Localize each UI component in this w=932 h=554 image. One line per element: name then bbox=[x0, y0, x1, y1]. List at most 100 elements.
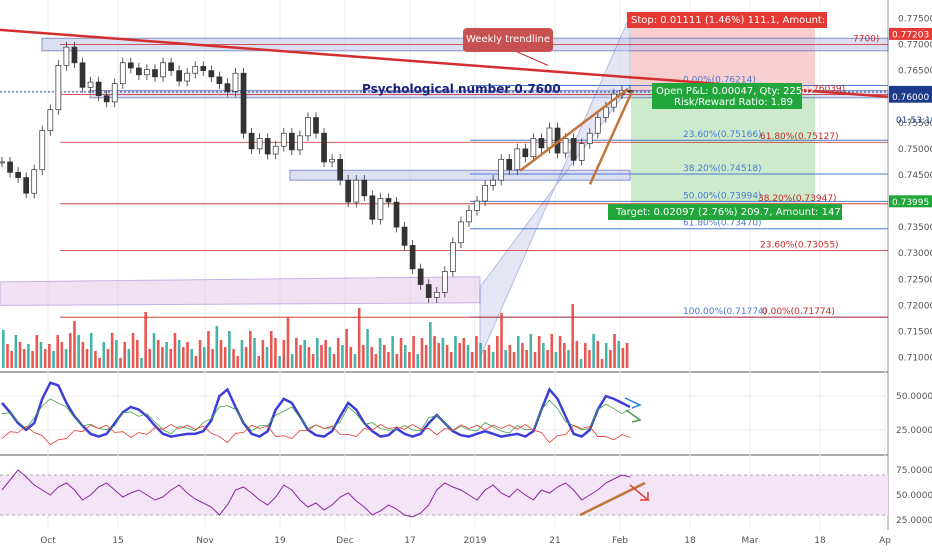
candle[interactable] bbox=[127, 62, 134, 69]
support-resistance-band[interactable] bbox=[289, 169, 631, 181]
candle[interactable] bbox=[393, 201, 400, 228]
candle[interactable] bbox=[321, 132, 327, 163]
candle[interactable] bbox=[514, 148, 521, 171]
candle[interactable] bbox=[570, 138, 577, 161]
candle[interactable] bbox=[168, 62, 174, 71]
candle[interactable] bbox=[31, 169, 38, 194]
lower-channel[interactable] bbox=[0, 276, 481, 306]
candle[interactable] bbox=[144, 69, 150, 76]
candle[interactable] bbox=[441, 271, 448, 293]
candle[interactable] bbox=[71, 46, 78, 64]
candle[interactable] bbox=[586, 132, 593, 145]
candle[interactable] bbox=[272, 145, 279, 155]
candle[interactable] bbox=[192, 66, 199, 74]
candle[interactable] bbox=[288, 132, 295, 151]
support-resistance-band[interactable] bbox=[89, 89, 889, 99]
open-pl-box[interactable] bbox=[652, 83, 802, 109]
volume-bar bbox=[336, 338, 340, 368]
candle[interactable] bbox=[256, 138, 263, 150]
candle[interactable] bbox=[152, 69, 158, 78]
psychological-number-label: Psychological number 0.7600 bbox=[362, 82, 561, 96]
candle[interactable] bbox=[7, 161, 13, 173]
candle[interactable] bbox=[482, 185, 488, 202]
candle[interactable] bbox=[208, 70, 215, 78]
candle[interactable] bbox=[216, 76, 223, 85]
candle[interactable] bbox=[602, 106, 609, 118]
candle[interactable] bbox=[369, 195, 376, 220]
candle[interactable] bbox=[353, 179, 360, 203]
candle[interactable] bbox=[87, 81, 94, 88]
candle[interactable] bbox=[39, 130, 46, 171]
candle[interactable] bbox=[466, 210, 472, 223]
candle[interactable] bbox=[506, 158, 513, 171]
candle[interactable] bbox=[176, 70, 182, 82]
candle[interactable] bbox=[248, 132, 255, 150]
wedge-lower-line[interactable] bbox=[588, 90, 634, 185]
candle[interactable] bbox=[562, 138, 569, 154]
candle[interactable] bbox=[184, 72, 191, 82]
volume-bar bbox=[374, 354, 378, 368]
candle[interactable] bbox=[55, 65, 62, 111]
candle[interactable] bbox=[232, 72, 239, 92]
candle[interactable] bbox=[530, 138, 537, 158]
candle[interactable] bbox=[458, 221, 464, 244]
candle[interactable] bbox=[136, 67, 142, 76]
volume-bar bbox=[588, 350, 591, 368]
volume-bar bbox=[31, 351, 34, 368]
price-tag[interactable] bbox=[889, 27, 932, 40]
target-zone[interactable] bbox=[631, 92, 815, 205]
candle[interactable] bbox=[546, 127, 553, 149]
candle[interactable] bbox=[538, 138, 545, 149]
candle[interactable] bbox=[264, 138, 271, 155]
candle[interactable] bbox=[425, 284, 432, 298]
candle[interactable] bbox=[280, 132, 287, 147]
rsi-line[interactable] bbox=[1, 469, 631, 518]
candle[interactable] bbox=[594, 117, 601, 134]
candle[interactable] bbox=[63, 46, 70, 66]
candle[interactable] bbox=[401, 226, 408, 246]
candle[interactable] bbox=[337, 158, 344, 181]
candle[interactable] bbox=[578, 143, 585, 161]
candle[interactable] bbox=[433, 291, 440, 298]
candle[interactable] bbox=[224, 83, 231, 92]
candle[interactable] bbox=[23, 177, 30, 194]
price-tag[interactable] bbox=[889, 195, 932, 208]
volume-bar bbox=[48, 344, 51, 368]
candle[interactable] bbox=[377, 198, 384, 220]
red-fib-level-label: 38.20%(0.73947) bbox=[758, 194, 837, 204]
candle[interactable] bbox=[200, 66, 207, 71]
candle[interactable] bbox=[417, 268, 424, 285]
candle[interactable] bbox=[111, 83, 118, 103]
target-label-box[interactable] bbox=[608, 204, 842, 220]
candle[interactable] bbox=[409, 245, 416, 270]
candle[interactable] bbox=[498, 158, 505, 181]
candle[interactable] bbox=[522, 148, 529, 158]
candle[interactable] bbox=[313, 117, 319, 134]
candle[interactable] bbox=[450, 242, 456, 272]
candle[interactable] bbox=[385, 198, 392, 203]
price-axis-tick-label: 0.75000 bbox=[898, 145, 932, 155]
candle[interactable] bbox=[297, 135, 303, 151]
stop-label-box[interactable] bbox=[627, 12, 827, 28]
candle[interactable] bbox=[15, 171, 21, 178]
candle[interactable] bbox=[95, 81, 102, 97]
candle[interactable] bbox=[361, 179, 368, 197]
candle[interactable] bbox=[627, 90, 633, 93]
candle[interactable] bbox=[103, 95, 110, 103]
candle[interactable] bbox=[0, 161, 5, 164]
candle[interactable] bbox=[160, 62, 166, 78]
candle[interactable] bbox=[119, 62, 126, 85]
candle[interactable] bbox=[345, 179, 352, 203]
candle[interactable] bbox=[490, 179, 496, 186]
weekly-trendline-callout[interactable] bbox=[463, 28, 553, 52]
candle[interactable] bbox=[240, 72, 247, 134]
candle[interactable] bbox=[474, 200, 480, 211]
price-tag[interactable] bbox=[889, 90, 932, 103]
wedge-upper-line[interactable] bbox=[519, 87, 629, 172]
candle[interactable] bbox=[305, 117, 311, 137]
oscillator-main-line[interactable] bbox=[1, 381, 631, 438]
candle[interactable] bbox=[79, 62, 86, 88]
candle[interactable] bbox=[47, 109, 54, 131]
candle[interactable] bbox=[329, 158, 335, 163]
